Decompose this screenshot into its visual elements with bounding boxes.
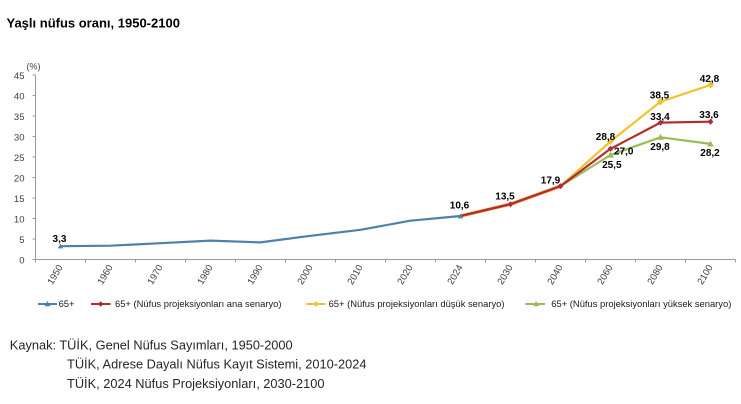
svg-text:0: 0: [19, 256, 24, 267]
svg-text:45: 45: [14, 71, 25, 82]
svg-text:30: 30: [14, 133, 25, 144]
svg-text:Kaynak: TÜİK, Genel Nüfus Sayı: Kaynak: TÜİK, Genel Nüfus Sayımları, 195…: [10, 337, 293, 352]
svg-text:10,6: 10,6: [450, 201, 470, 212]
svg-text:65+ (Nüfus projeksiyonları düş: 65+ (Nüfus projeksiyonları düşük senaryo…: [329, 298, 505, 309]
svg-text:3,3: 3,3: [53, 234, 67, 245]
svg-text:10: 10: [14, 215, 25, 226]
svg-text:65+ (Nüfus projeksiyonları ana: 65+ (Nüfus projeksiyonları ana senaryo): [115, 298, 282, 309]
svg-text:40: 40: [14, 92, 25, 103]
svg-text:27,0: 27,0: [614, 147, 634, 158]
svg-text:15: 15: [14, 194, 25, 205]
svg-text:38,5: 38,5: [650, 91, 670, 102]
svg-text:25: 25: [14, 153, 25, 164]
svg-text:17,9: 17,9: [541, 176, 561, 187]
svg-text:20: 20: [14, 174, 25, 185]
svg-text:29,8: 29,8: [650, 142, 670, 153]
svg-text:65+: 65+: [59, 298, 75, 309]
svg-text:Yaşlı nüfus oranı, 1950-2100: Yaşlı nüfus oranı, 1950-2100: [7, 16, 180, 31]
svg-text:TÜİK, 2024 Nüfus Projeksiyonla: TÜİK, 2024 Nüfus Projeksiyonları, 2030-2…: [67, 376, 325, 391]
svg-text:28,8: 28,8: [596, 132, 616, 143]
svg-text:25,5: 25,5: [602, 160, 622, 171]
svg-text:35: 35: [14, 112, 25, 123]
svg-text:65+ (Nüfus projeksiyonları yük: 65+ (Nüfus projeksiyonları yüksek senary…: [551, 298, 731, 309]
svg-text:28,2: 28,2: [700, 148, 720, 159]
svg-text:42,8: 42,8: [700, 74, 720, 85]
svg-text:TÜİK, Adrese Dayalı Nüfus Kayı: TÜİK, Adrese Dayalı Nüfus Kayıt Sistemi,…: [67, 357, 366, 372]
svg-text:(%): (%): [27, 62, 41, 72]
svg-text:5: 5: [19, 235, 24, 246]
svg-text:33,6: 33,6: [699, 110, 719, 121]
svg-text:33,4: 33,4: [650, 112, 670, 123]
svg-text:13,5: 13,5: [495, 192, 515, 203]
